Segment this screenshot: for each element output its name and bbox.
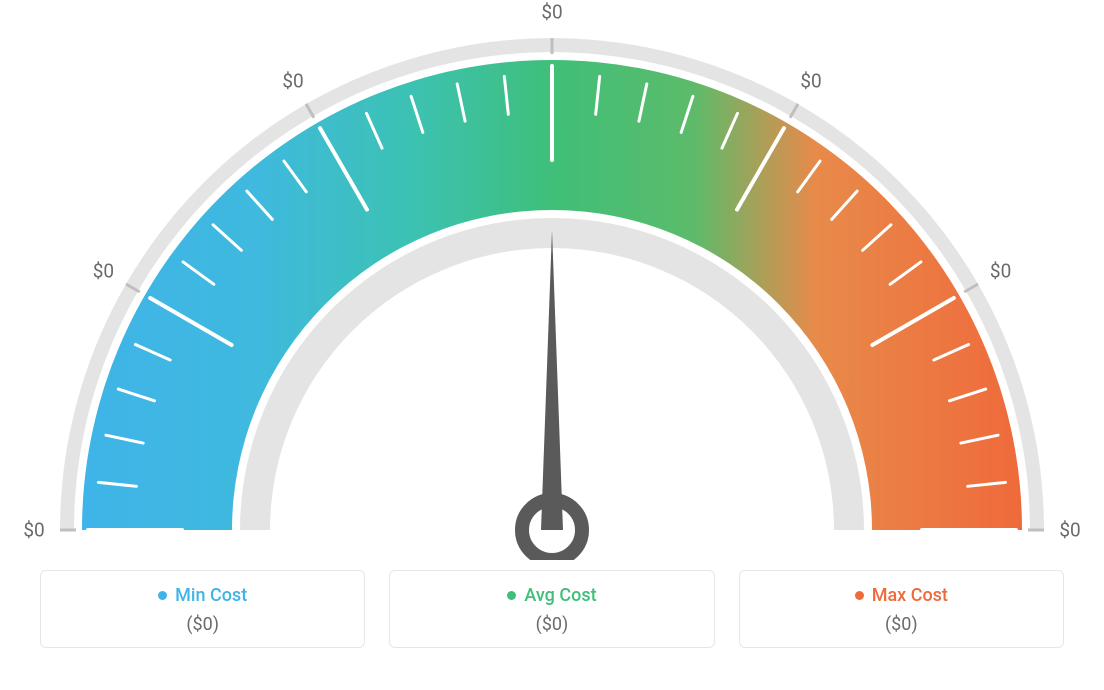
gauge-chart: $0 $0 $0 $0 $0 $0 $0 (0, 0, 1104, 560)
gauge-tick-label: $0 (990, 260, 1011, 283)
gauge-tick-label: $0 (282, 70, 303, 93)
legend-card-max: Max Cost ($0) (739, 570, 1064, 648)
gauge-tick-label: $0 (93, 260, 114, 283)
legend-title-avg: Avg Cost (507, 585, 596, 606)
legend-value-avg: ($0) (400, 614, 703, 635)
legend-dot-avg (507, 591, 516, 600)
legend-label-avg: Avg Cost (524, 585, 596, 606)
legend-label-min: Min Cost (175, 585, 247, 606)
legend-value-min: ($0) (51, 614, 354, 635)
legend-row: Min Cost ($0) Avg Cost ($0) Max Cost ($0… (40, 570, 1064, 648)
legend-dot-min (158, 591, 167, 600)
gauge-svg (0, 0, 1104, 560)
gauge-tick-label: $0 (1059, 519, 1080, 542)
gauge-tick-label: $0 (541, 1, 562, 24)
gauge-tick-label: $0 (23, 519, 44, 542)
legend-label-max: Max Cost (872, 585, 948, 606)
legend-card-min: Min Cost ($0) (40, 570, 365, 648)
legend-dot-max (855, 591, 864, 600)
legend-title-max: Max Cost (855, 585, 948, 606)
gauge-tick-label: $0 (800, 70, 821, 93)
legend-card-avg: Avg Cost ($0) (389, 570, 714, 648)
legend-title-min: Min Cost (158, 585, 247, 606)
legend-value-max: ($0) (750, 614, 1053, 635)
